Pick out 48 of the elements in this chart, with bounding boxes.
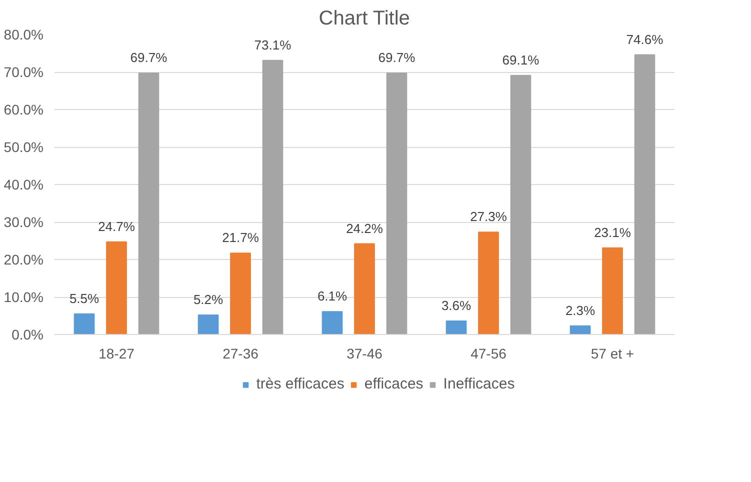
bar <box>138 72 160 334</box>
data-label: 3.6% <box>441 298 472 313</box>
y-tick-label: 60.0% <box>4 102 44 118</box>
legend-label: efficaces <box>364 376 424 392</box>
bar <box>634 54 656 334</box>
bar <box>386 72 408 334</box>
y-tick-label: 10.0% <box>4 289 44 305</box>
data-label: 69.1% <box>502 52 540 68</box>
y-tick-label: 30.0% <box>4 214 44 230</box>
bar <box>478 232 499 334</box>
y-tick-label: 70.0% <box>4 64 44 80</box>
data-label: 5.5% <box>69 290 100 306</box>
data-label: 21.7% <box>222 230 260 246</box>
bar <box>198 314 219 334</box>
x-tick-label: 18-27 <box>98 346 135 362</box>
data-label: 24.7% <box>98 218 136 234</box>
y-tick-label: 0.0% <box>12 326 44 342</box>
data-label: 69.7% <box>130 50 168 66</box>
y-tick-label: 50.0% <box>4 139 44 155</box>
data-label: 74.6% <box>626 32 664 47</box>
data-label: 69.7% <box>378 50 416 66</box>
legend-label: Inefficaces <box>443 376 515 392</box>
data-label: 73.1% <box>254 37 292 52</box>
y-tick-label: 20.0% <box>4 252 44 268</box>
data-label: 5.2% <box>193 292 224 307</box>
data-label: 24.2% <box>346 220 384 236</box>
x-tick-label: 57 et + <box>590 346 634 362</box>
bar <box>262 60 284 334</box>
x-tick-label: 27-36 <box>222 346 259 362</box>
bar <box>106 241 127 334</box>
data-label: 27.3% <box>470 209 508 224</box>
data-label: 6.1% <box>317 288 348 304</box>
y-tick-label: 80.0% <box>4 26 44 42</box>
y-tick-label: 40.0% <box>4 176 44 192</box>
bar <box>446 320 467 334</box>
data-label: 2.3% <box>565 302 596 318</box>
bar <box>74 313 95 334</box>
chart-title: Chart Title <box>318 8 410 30</box>
bar <box>602 247 623 334</box>
legend-label: très efficaces <box>256 376 344 392</box>
x-tick-label: 37-46 <box>346 346 383 362</box>
bar <box>354 243 375 334</box>
data-label: 23.1% <box>594 224 632 240</box>
bar <box>322 311 343 334</box>
x-tick-label: 47-56 <box>470 346 507 362</box>
bar <box>570 325 591 334</box>
bar <box>230 252 251 334</box>
bar <box>510 74 532 334</box>
